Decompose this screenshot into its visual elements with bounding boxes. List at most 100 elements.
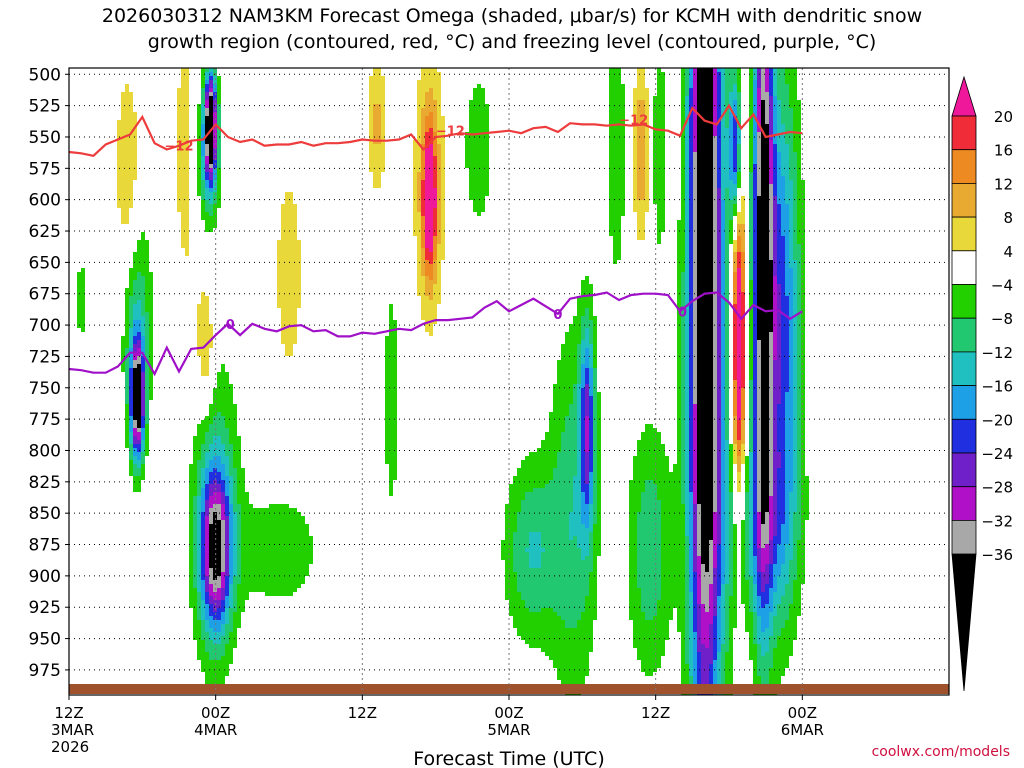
omega-cell — [229, 428, 237, 432]
omega-cell — [753, 184, 757, 188]
omega-cell — [145, 440, 149, 444]
omega-cell — [417, 244, 421, 248]
omega-cell — [713, 132, 717, 136]
omega-cell — [757, 248, 769, 252]
omega-cell — [681, 168, 685, 172]
omega-cell — [609, 180, 625, 184]
omega-cell — [717, 224, 721, 228]
omega-cell — [433, 236, 437, 240]
omega-cell — [145, 452, 149, 456]
omega-cell — [725, 196, 729, 200]
omega-cell — [761, 108, 765, 112]
omega-cell — [425, 180, 433, 184]
omega-cell — [241, 568, 309, 572]
omega-cell — [645, 108, 649, 112]
omega-cell — [761, 488, 769, 492]
omega-cell — [789, 536, 793, 540]
omega-cell — [761, 436, 769, 440]
omega-cell — [613, 244, 621, 248]
omega-cell — [793, 384, 797, 388]
omega-cell — [773, 88, 777, 92]
omega-cell — [653, 120, 665, 124]
omega-cell — [237, 524, 241, 528]
omega-cell — [713, 404, 717, 408]
omega-cell — [425, 156, 433, 160]
omega-cell — [717, 444, 721, 448]
omega-cell — [697, 464, 713, 468]
omega-cell — [713, 152, 717, 156]
omega-cell — [781, 228, 789, 232]
omega-cell — [717, 544, 721, 548]
omega-cell — [441, 236, 445, 240]
omega-cell — [201, 528, 205, 532]
omega-cell — [721, 500, 725, 504]
omega-cell — [177, 180, 189, 184]
omega-cell — [373, 136, 381, 140]
omega-cell — [725, 92, 729, 96]
omega-cell — [737, 140, 741, 144]
omega-cell — [597, 468, 601, 472]
omega-cell — [385, 364, 397, 368]
omega-cell — [741, 200, 745, 204]
omega-cell — [209, 96, 213, 100]
omega-cell — [121, 104, 133, 108]
omega-cell — [657, 216, 665, 220]
omega-cell — [209, 528, 221, 532]
omega-cell — [697, 428, 713, 432]
omega-cell — [633, 468, 669, 472]
omega-cell — [741, 356, 745, 360]
omega-cell — [793, 332, 797, 336]
omega-cell — [797, 276, 801, 280]
omega-cell — [781, 536, 789, 540]
omega-cell — [697, 384, 713, 388]
omega-cell — [413, 192, 417, 196]
omega-cell — [209, 88, 213, 92]
omega-cell — [785, 196, 793, 200]
omega-cell — [729, 172, 737, 176]
omega-cell — [417, 268, 421, 272]
omega-cell — [661, 532, 685, 536]
omega-cell — [129, 420, 133, 424]
omega-cell — [797, 352, 801, 356]
omega-cell — [753, 476, 757, 480]
omega-cell — [773, 264, 777, 268]
omega-cell — [209, 544, 221, 548]
omega-cell — [129, 296, 145, 300]
omega-cell — [717, 416, 721, 420]
omega-cell — [721, 320, 725, 324]
omega-cell — [797, 340, 801, 344]
omega-cell — [201, 468, 205, 472]
omega-cell — [789, 244, 793, 248]
omega-cell — [369, 168, 385, 172]
omega-cell — [697, 520, 701, 524]
omega-cell — [689, 376, 693, 380]
omega-cell — [573, 500, 581, 504]
omega-cell — [725, 292, 729, 296]
omega-cell — [689, 540, 693, 544]
omega-cell — [585, 380, 589, 384]
omega-cell — [721, 160, 729, 164]
omega-cell — [117, 140, 137, 144]
omega-cell — [733, 428, 737, 432]
omega-cell — [745, 520, 749, 524]
omega-cell — [645, 428, 657, 432]
omega-cell — [745, 472, 749, 476]
omega-cell — [629, 520, 637, 524]
omega-cell — [385, 448, 397, 452]
omega-cell — [417, 136, 421, 140]
omega-cell — [777, 204, 781, 208]
omega-cell — [193, 540, 197, 544]
omega-cell — [225, 508, 229, 512]
omega-cell — [209, 80, 213, 84]
omega-cell — [637, 72, 645, 76]
omega-cell — [469, 112, 489, 116]
omega-cell — [753, 308, 757, 312]
omega-cell — [637, 68, 645, 72]
omega-cell — [725, 460, 729, 464]
omega-cell — [221, 440, 229, 444]
omega-cell — [749, 304, 753, 308]
omega-cell — [761, 84, 765, 88]
omega-cell — [685, 240, 689, 244]
omega-cell — [713, 148, 717, 152]
omega-cell — [721, 268, 725, 272]
